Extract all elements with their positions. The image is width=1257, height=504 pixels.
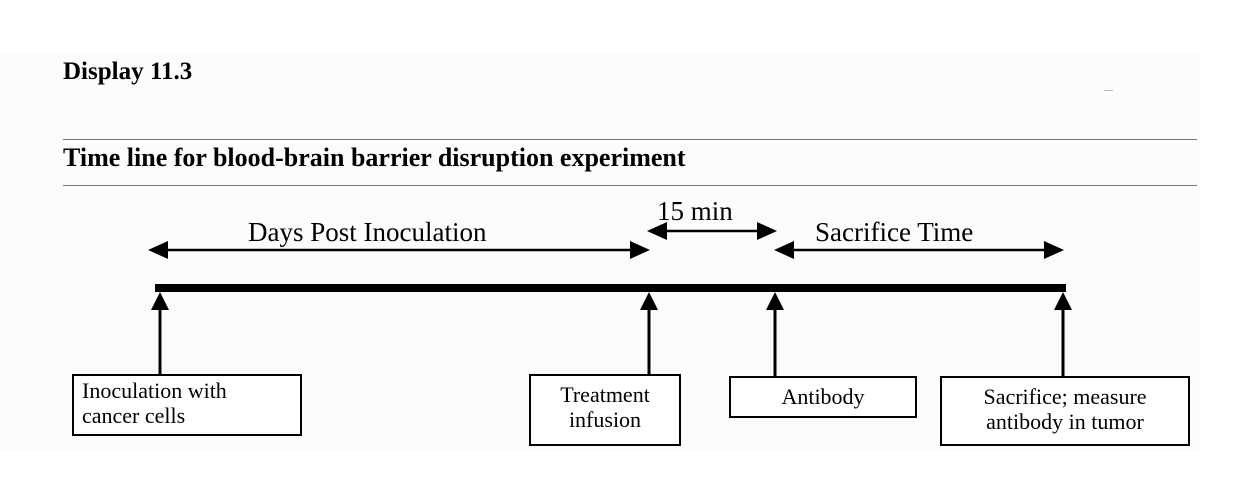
stray-mark: [1104, 90, 1113, 91]
event-sacrifice-line2: antibody in tumor: [986, 409, 1144, 434]
label-fifteen-min: 15 min: [657, 196, 733, 226]
event-inoculation-line2: cancer cells: [82, 403, 186, 428]
event-box-inoculation: Inoculation with cancer cells: [72, 374, 302, 436]
event-treatment-line1: Treatment: [560, 382, 650, 407]
display-title: Display 11.3: [63, 58, 193, 85]
event-treatment-line2: infusion: [568, 407, 642, 432]
event-box-treatment: Treatment infusion: [529, 374, 681, 446]
diagram-subtitle: Time line for blood-brain barrier disrup…: [63, 143, 686, 172]
timeline-bar: [155, 284, 1066, 292]
span-arrow-days-post-inoculation: [148, 241, 650, 259]
label-sacrifice-time: Sacrifice Time: [815, 217, 974, 247]
label-days-post-inoculation: Days Post Inoculation: [248, 217, 487, 247]
event-arrow-inoculation: [151, 292, 169, 374]
event-box-sacrifice: Sacrifice; measure antibody in tumor: [940, 376, 1190, 446]
span-arrow-fifteen-min: [647, 222, 777, 240]
bottom-rule: [63, 185, 1197, 186]
event-antibody-line1: Antibody: [781, 384, 865, 409]
event-inoculation-line1: Inoculation with: [82, 378, 227, 403]
span-arrow-sacrifice-time: [774, 241, 1064, 259]
event-arrow-antibody: [766, 292, 784, 376]
event-box-antibody: Antibody: [729, 376, 917, 418]
top-rule: [63, 139, 1197, 140]
event-sacrifice-line1: Sacrifice; measure: [983, 384, 1147, 409]
event-arrow-sacrifice: [1054, 292, 1072, 376]
event-arrow-treatment: [640, 292, 658, 374]
